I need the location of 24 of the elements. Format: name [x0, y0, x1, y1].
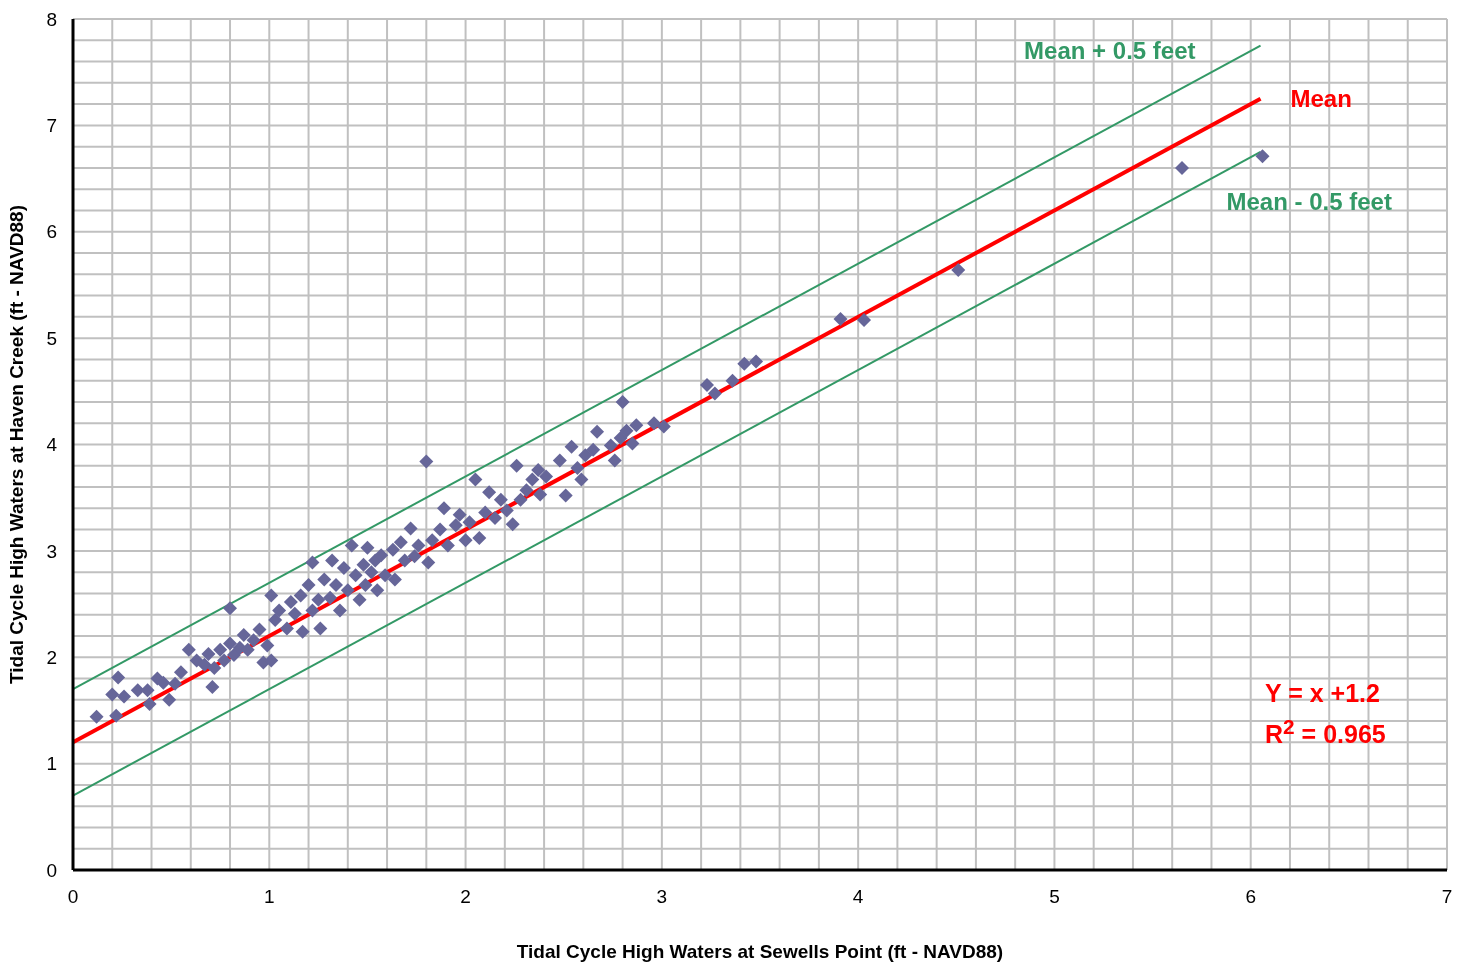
x-tick-label: 7 — [1441, 886, 1453, 908]
y-axis-title: Tidal Cycle High Waters at Haven Creek (ft - NAVD88) — [5, 205, 27, 684]
y-tick-label: 4 — [46, 434, 58, 456]
y-tick-label: 2 — [46, 646, 57, 668]
series-label: Mean + 0.5 feet — [1024, 36, 1196, 64]
x-tick-label: 3 — [656, 886, 668, 908]
y-tick-label: 6 — [46, 221, 57, 243]
y-tick-label: 3 — [46, 540, 57, 562]
series-label: Mean — [1290, 84, 1352, 112]
y-tick-label: 0 — [46, 859, 57, 881]
x-tick-label: 6 — [1245, 886, 1256, 908]
x-tick-label: 5 — [1049, 886, 1060, 908]
series-label: Mean - 0.5 feet — [1226, 187, 1392, 215]
y-tick-label: 5 — [46, 327, 57, 349]
x-tick-label: 0 — [67, 886, 79, 908]
x-axis-title: Tidal Cycle High Waters at Sewells Point (ft - NAVD88) — [516, 941, 1004, 962]
y-tick-label: 8 — [46, 8, 57, 30]
y-tick-label: 1 — [46, 753, 57, 775]
annotation: Y = x +1.2 — [1265, 678, 1381, 709]
annotation: R$^{2}$ = 0.965 — [1265, 714, 1386, 751]
y-tick-label: 7 — [46, 115, 57, 137]
x-tick-label: 4 — [852, 886, 864, 908]
x-tick-label: 2 — [460, 886, 471, 908]
x-tick-label: 1 — [264, 886, 275, 908]
